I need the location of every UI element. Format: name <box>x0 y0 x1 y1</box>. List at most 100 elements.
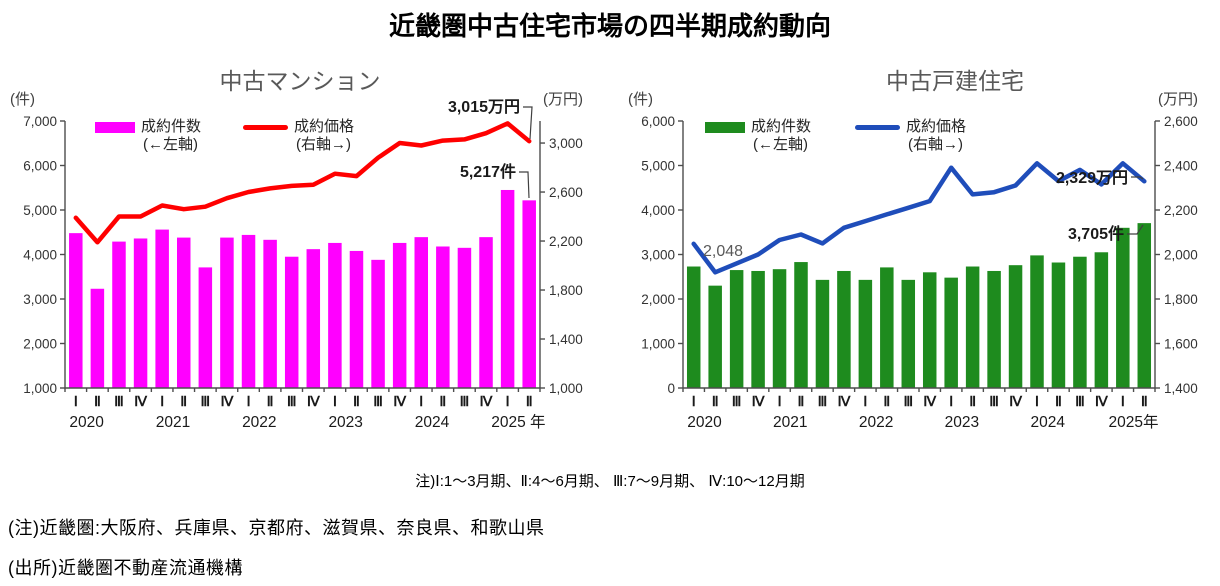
quarter-label: Ⅳ <box>307 393 321 409</box>
right-axis-tick-label: 2,400 <box>1164 159 1198 174</box>
house-legend-bars: 成約件数 (←左軸) <box>705 118 811 154</box>
bar <box>306 249 321 388</box>
legend-sublabel: (右軸→) <box>296 136 351 153</box>
bar <box>177 237 191 388</box>
source-note: (出所)近畿圏不動産流通機構 <box>8 558 243 578</box>
quarter-label: Ⅳ <box>220 393 234 409</box>
price-line <box>691 161 1147 275</box>
quarter-label: Ⅳ <box>923 393 937 409</box>
year-label: 2020 <box>687 414 722 431</box>
legend-label: 成約価格 <box>906 118 967 135</box>
line-swatch-icon <box>855 125 900 130</box>
left-axis-tick-label: 6,000 <box>641 114 675 129</box>
quarter-label: Ⅲ <box>373 393 383 409</box>
bar <box>1116 227 1130 388</box>
bar <box>901 279 916 388</box>
condo-chart-title: 中古マンション <box>219 68 381 94</box>
year-label: 2023 <box>945 414 979 431</box>
year-label: 2024 <box>1030 414 1065 431</box>
quarter-label: Ⅰ <box>74 393 78 409</box>
quarter-label: Ⅱ <box>883 393 890 409</box>
right-axis-tick-label: 2,000 <box>1164 248 1198 263</box>
bar <box>1008 265 1023 388</box>
bar-swatch-icon <box>705 122 745 133</box>
house-chart-title: 中古戸建住宅 <box>886 68 1024 94</box>
legend-label: 成約価格 <box>294 118 355 135</box>
quarter-definition-note: 注)Ⅰ:1～3月期、Ⅱ:4～6月期、 Ⅲ:7～9月期、 Ⅳ:10～12月期 <box>415 473 805 490</box>
right-axis-tick-label: 1,000 <box>549 381 583 396</box>
quarter-label: Ⅱ <box>353 393 360 409</box>
left-axis-tick-label: 5,000 <box>641 159 675 174</box>
year-label: 2022 <box>242 414 276 431</box>
bar <box>1051 262 1066 388</box>
house-legend-line: 成約価格 (右軸→) <box>855 118 966 154</box>
quarter-label: Ⅱ <box>1055 393 1062 409</box>
bar <box>987 270 1001 388</box>
house-left-axis-unit: (件) <box>628 91 653 108</box>
bar <box>794 262 808 388</box>
bar <box>328 242 342 388</box>
quarter-label: Ⅲ <box>1075 393 1085 409</box>
bar <box>155 229 169 388</box>
quarter-label: Ⅰ <box>863 393 867 409</box>
annotation-leader <box>519 171 530 199</box>
bar <box>815 279 830 388</box>
bar <box>90 288 105 388</box>
quarter-label: Ⅲ <box>114 393 124 409</box>
page-title: 近畿圏中古住宅市場の四半期成約動向 <box>388 11 831 41</box>
year-label: 2025年 <box>1109 413 1159 431</box>
quarter-label: Ⅰ <box>1035 393 1039 409</box>
bar <box>965 266 980 388</box>
bar <box>522 200 536 388</box>
condo-right-axis-unit: (万円) <box>543 91 583 108</box>
quarter-label: Ⅲ <box>903 393 913 409</box>
quarter-label: Ⅳ <box>480 393 494 409</box>
quarter-label: Ⅳ <box>1095 393 1109 409</box>
price-line <box>73 121 532 245</box>
right-axis-tick-label: 1,400 <box>549 332 583 347</box>
quarter-label: Ⅰ <box>419 393 423 409</box>
right-axis-tick-label: 2,600 <box>549 185 583 200</box>
quarter-label: Ⅱ <box>526 393 533 409</box>
quarter-label: Ⅲ <box>818 393 828 409</box>
house-right-axis-unit: (万円) <box>1158 91 1198 108</box>
quarter-label: Ⅰ <box>333 393 337 409</box>
left-axis-tick-label: 6,000 <box>23 159 57 174</box>
condo-legend-bars: 成約件数 (←左軸) <box>95 118 201 154</box>
year-label: 2023 <box>328 414 362 431</box>
year-label: 2021 <box>773 414 807 431</box>
quarter-label: Ⅳ <box>752 393 766 409</box>
quarter-label: Ⅱ <box>439 393 446 409</box>
annotation-leader <box>523 106 533 140</box>
left-axis-tick-label: 1,000 <box>641 337 675 352</box>
annotation-label: 3,015万円 <box>448 98 520 116</box>
right-axis-tick-label: 3,000 <box>549 136 583 151</box>
quarter-label: Ⅰ <box>160 393 164 409</box>
quarter-label: Ⅱ <box>969 393 976 409</box>
bar <box>371 259 385 388</box>
quarter-label: Ⅳ <box>837 393 851 409</box>
bar <box>392 242 407 388</box>
right-axis-tick-label: 1,400 <box>1164 381 1198 396</box>
left-axis-tick-label: 2,000 <box>23 337 57 352</box>
bar <box>284 256 299 388</box>
annotation-label: 3,705件 <box>1068 224 1124 243</box>
quarter-label: Ⅲ <box>989 393 999 409</box>
bar-swatch-icon <box>95 122 135 133</box>
annotation-label: 2,329万円 <box>1056 169 1128 187</box>
line-swatch-icon <box>243 125 288 130</box>
quarter-label: Ⅱ <box>712 393 719 409</box>
bar <box>772 269 787 388</box>
bar <box>198 267 213 388</box>
quarter-label: Ⅲ <box>460 393 470 409</box>
bar <box>414 237 428 388</box>
quarter-label: Ⅰ <box>246 393 250 409</box>
left-axis-tick-label: 4,000 <box>23 248 57 263</box>
annotation-leader <box>1127 224 1144 235</box>
quarter-label: Ⅳ <box>1009 393 1023 409</box>
legend-sublabel: (←左軸) <box>143 136 198 153</box>
bar <box>922 272 937 388</box>
right-axis-tick-label: 1,800 <box>549 283 583 298</box>
quarter-label: Ⅱ <box>267 393 274 409</box>
left-axis-tick-label: 3,000 <box>23 292 57 307</box>
